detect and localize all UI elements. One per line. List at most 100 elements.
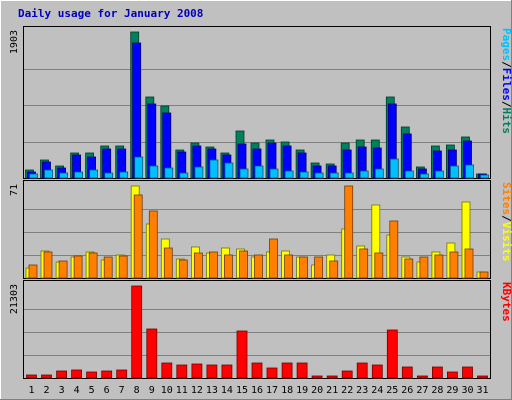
x-tick-day-27: 27 [416,385,428,396]
x-tick-day-30: 30 [461,385,473,396]
bar-pages-day-14 [224,162,234,179]
x-tick-day-25: 25 [386,385,398,396]
bar-pages-day-21 [329,172,339,179]
legend-entry: Sites [500,182,512,215]
bar-pages-day-10 [164,167,174,179]
legend-visits-sites: Sites/Visits [500,182,512,262]
bar-sites-day-27 [419,256,429,279]
bar-pages-day-30 [465,164,474,179]
bar-sites-day-9 [148,210,158,279]
x-tick-day-3: 3 [59,385,65,396]
legend-entry: KBytes [500,282,512,322]
bar-pages-day-20 [314,172,324,179]
bar-pages-day-17 [269,168,279,179]
bar-sites-day-4 [73,255,83,279]
bar-kbytes-day-30 [462,366,473,379]
x-tick-day-24: 24 [371,385,383,396]
x-tick-day-28: 28 [431,385,443,396]
x-tick-day-1: 1 [28,385,34,396]
x-tick-day-13: 13 [206,385,218,396]
bar-kbytes-day-21 [326,375,338,379]
bar-pages-day-13 [209,159,219,179]
bar-kbytes-day-4 [71,369,82,379]
bar-kbytes-day-27 [416,375,428,379]
legend-hits-files-pages: Pages/Files/Hits [500,28,512,134]
bar-sites-day-14 [223,254,233,279]
series-files [27,42,487,179]
legend-kbytes: KBytes [500,282,512,322]
bar-pages-day-23 [359,170,369,179]
bar-pages-day-15 [239,168,249,179]
bar-sites-day-30 [464,248,474,279]
bar-kbytes-day-5 [86,371,97,379]
bar-pages-day-27 [419,173,429,179]
bar-kbytes-day-25 [386,329,398,379]
panel-frame [23,280,491,379]
bar-kbytes-day-22 [341,370,353,379]
x-tick-day-5: 5 [89,385,95,396]
bar-sites-day-20 [314,256,324,279]
bar-sites-day-23 [359,248,369,279]
bar-kbytes-day-28 [431,366,443,379]
bar-sites-day-22 [344,185,354,279]
bar-kbytes-day-8 [131,285,143,379]
bar-sites-day-12 [193,252,203,279]
bar-pages-day-12 [194,166,204,179]
bar-pages-day-4 [74,171,83,179]
x-tick-day-18: 18 [281,385,293,396]
bar-pages-day-1 [29,173,38,179]
bar-sites-day-21 [329,260,339,279]
chart-title: Daily usage for January 2008 [18,7,203,20]
bar-pages-day-18 [284,170,294,179]
bar-sites-day-6 [103,256,113,279]
bar-pages-day-6 [104,172,114,179]
series-sites [28,185,489,279]
bar-kbytes-day-2 [41,374,52,379]
legend-entry: Hits [500,108,512,135]
bar-sites-day-29 [449,251,459,279]
panel-kbytes: 21303 KBytes [9,280,512,379]
bar-pages-day-22 [344,172,354,179]
x-tick-day-22: 22 [341,385,353,396]
x-tick-day-19: 19 [296,385,308,396]
bar-pages-day-28 [434,170,444,179]
bar-pages-day-8 [134,156,144,179]
bar-sites-day-7 [118,255,128,279]
bar-kbytes-day-16 [251,362,263,379]
bar-kbytes-day-29 [446,371,458,379]
bar-kbytes-day-24 [371,364,383,379]
bar-sites-day-15 [239,250,248,279]
bar-kbytes-day-1 [26,374,37,379]
bar-kbytes-day-20 [311,375,323,379]
x-axis-labels: 1 2 3 4 5 6 7 8 9 10 11 12 13 14 15 16 17 18 19 20 21 22 23 24 2… [28,385,488,396]
bar-pages-day-16 [254,165,264,179]
series-kbytes [26,285,488,379]
bar-sites-day-16 [254,254,263,279]
bar-pages-day-31 [480,174,489,179]
x-tick-day-10: 10 [161,385,173,396]
bar-pages-day-5 [89,169,98,179]
legend-entry: Pages [500,28,512,61]
bar-sites-day-26 [404,258,414,279]
y-max-label: 21303 [9,284,20,314]
bar-sites-day-24 [374,252,384,279]
legend-entry: Visits [500,222,512,262]
legend-entry: / [500,101,512,108]
bar-pages-day-3 [59,172,68,179]
bar-kbytes-day-17 [266,367,278,379]
bar-sites-day-18 [284,254,294,279]
x-tick-day-17: 17 [266,385,278,396]
panel-visits-sites: 71 Sites/Visits [9,180,512,279]
panel-hits-files-pages: 1903 Pages/Files/Hits [9,26,512,179]
x-tick-day-15: 15 [236,385,248,396]
bar-kbytes-day-9 [146,328,158,379]
x-tick-day-14: 14 [221,385,233,396]
x-tick-day-29: 29 [446,385,458,396]
x-tick-day-26: 26 [401,385,413,396]
series-pages [29,156,489,179]
bar-sites-day-19 [299,256,309,279]
x-tick-day-8: 8 [134,385,140,396]
bar-sites-day-11 [178,259,188,279]
bar-kbytes-day-14 [221,364,233,379]
